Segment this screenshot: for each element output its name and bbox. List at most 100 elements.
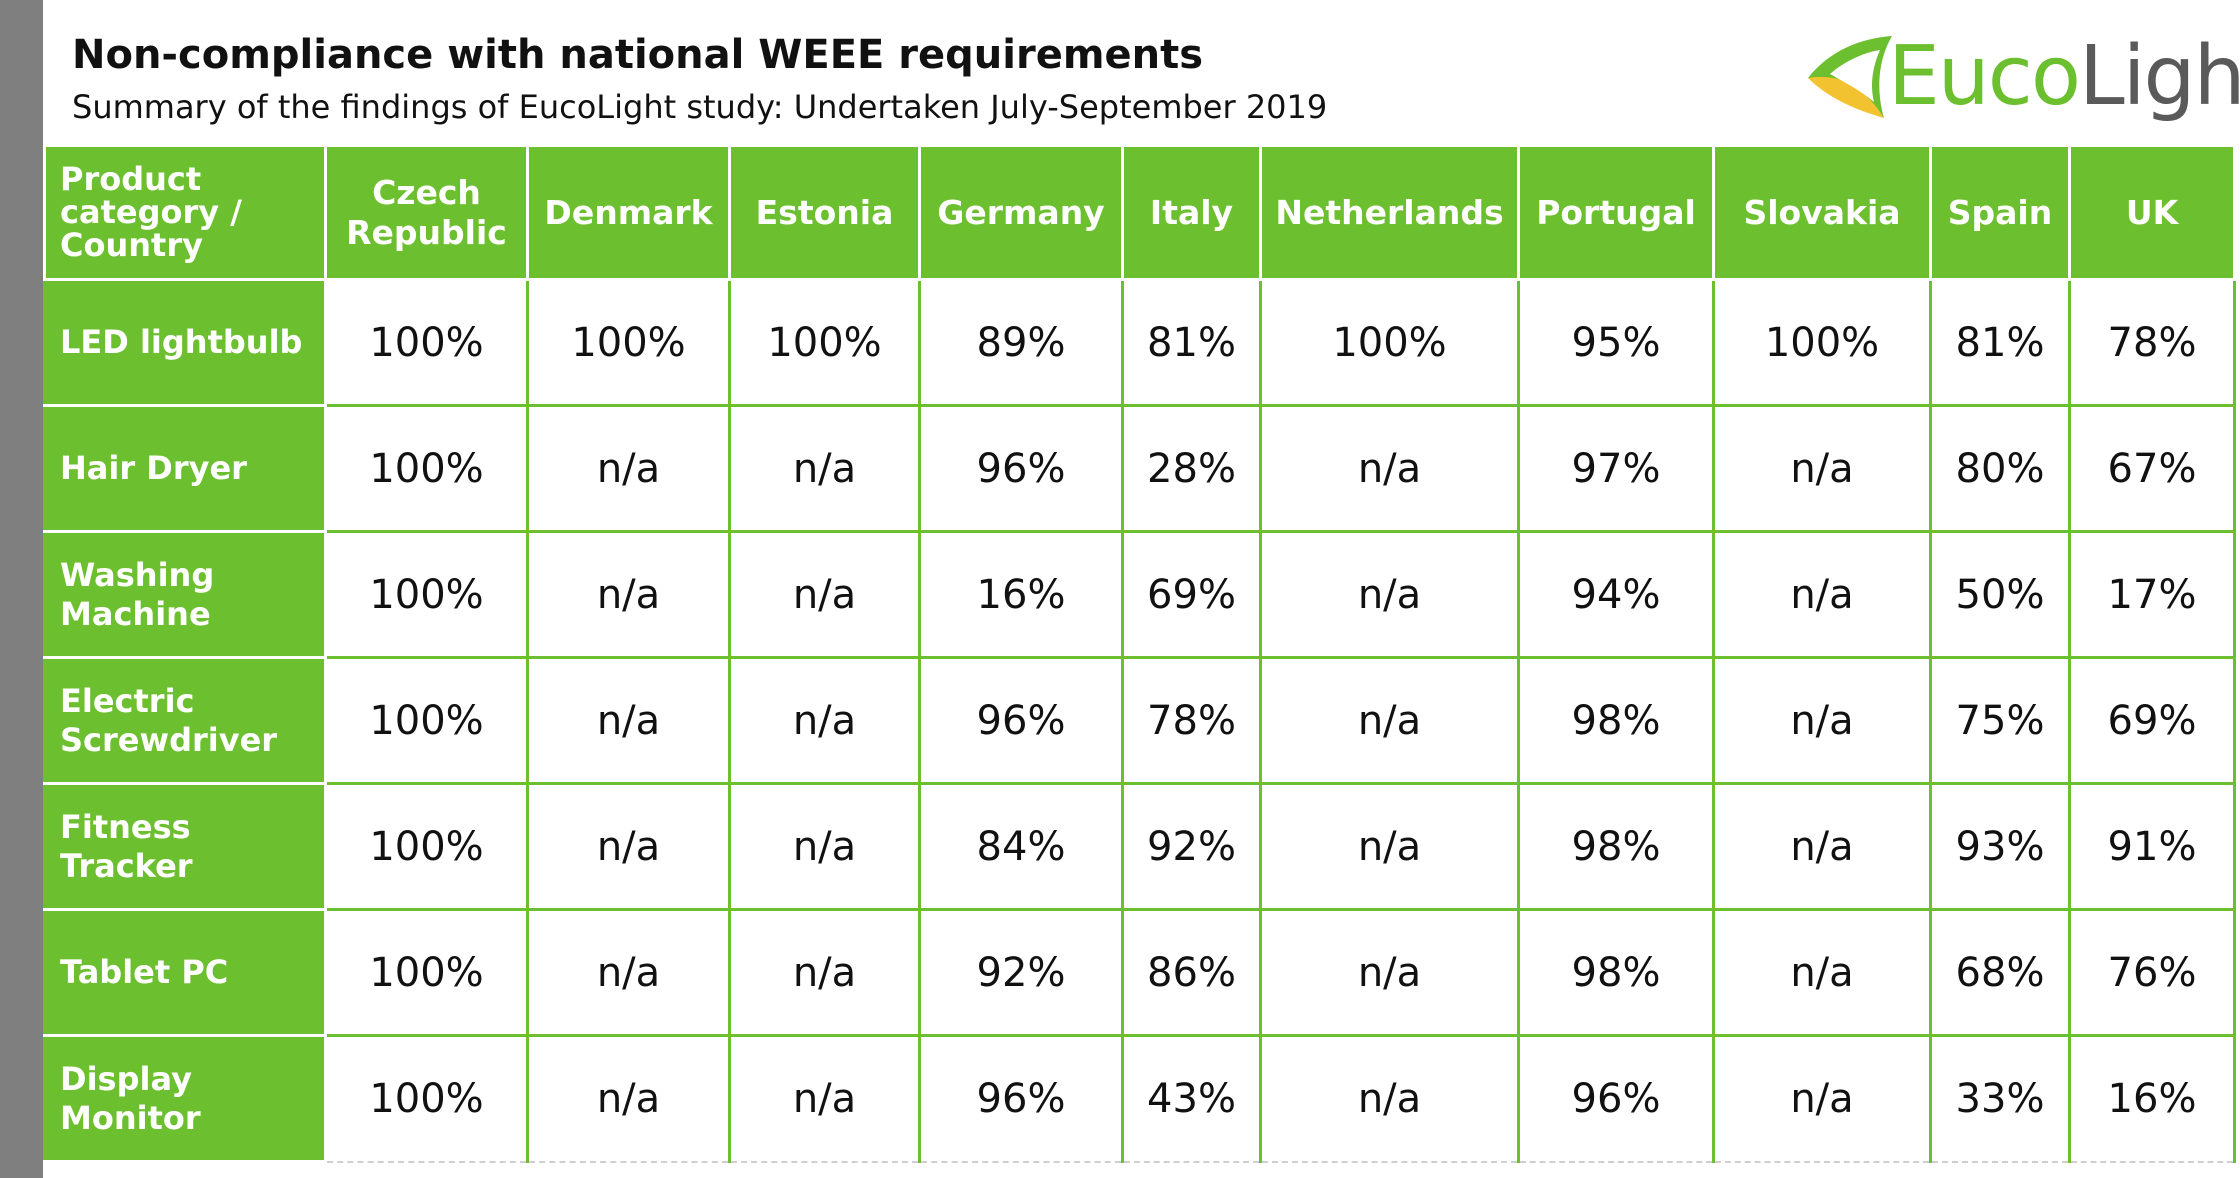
row-header: LED lightbulb [43, 278, 327, 407]
table-cell: 16% [918, 530, 1124, 659]
table-cell: n/a [1259, 404, 1520, 533]
column-header: Germany [918, 144, 1124, 281]
table-cell: 100% [324, 404, 529, 533]
table-cell: 81% [1929, 278, 2071, 407]
left-accent-bar [0, 0, 43, 1178]
page-title: Non-compliance with national WEEE requir… [72, 32, 1204, 78]
table-cell: 86% [1121, 908, 1262, 1037]
table-cell: 78% [2068, 278, 2236, 407]
table-cell: n/a [728, 782, 921, 911]
column-header: Denmark [526, 144, 731, 281]
table-row: Tablet PC 100% n/a n/a 92% 86% n/a 98% n… [43, 908, 2236, 1037]
table-cell: 100% [526, 278, 731, 407]
table-row: LED lightbulb 100% 100% 100% 89% 81% 100… [43, 278, 2236, 407]
table-cell: 76% [2068, 908, 2236, 1037]
logo-text-light: Light [2079, 29, 2240, 124]
table-cell: 93% [1929, 782, 2071, 911]
table-cell: n/a [526, 656, 731, 785]
page-subtitle: Summary of the findings of EucoLight stu… [72, 88, 1328, 126]
column-header: Estonia [728, 144, 921, 281]
table-cell: 98% [1517, 908, 1715, 1037]
table-cell: 80% [1929, 404, 2071, 533]
table-row: Electric Screwdriver 100% n/a n/a 96% 78… [43, 656, 2236, 785]
table-cell: n/a [1259, 782, 1520, 911]
table-cell: 97% [1517, 404, 1715, 533]
table-header-row: Product category / Country Czech Republi… [43, 144, 2236, 281]
table-cell: 96% [1517, 1034, 1715, 1163]
table-row: Washing Machine 100% n/a n/a 16% 69% n/a… [43, 530, 2236, 659]
table-cell: 67% [2068, 404, 2236, 533]
table-cell: n/a [1712, 404, 1932, 533]
table-cell: 81% [1121, 278, 1262, 407]
corner-header: Product category / Country [43, 144, 327, 281]
table-cell: n/a [526, 530, 731, 659]
table-cell: 100% [1259, 278, 1520, 407]
column-header: Spain [1929, 144, 2071, 281]
table-cell: 91% [2068, 782, 2236, 911]
table-cell: n/a [1259, 530, 1520, 659]
column-header: Italy [1121, 144, 1262, 281]
table-cell: n/a [1712, 530, 1932, 659]
table-cell: 100% [324, 908, 529, 1037]
row-header: Fitness Tracker [43, 782, 327, 911]
table-row: Hair Dryer 100% n/a n/a 96% 28% n/a 97% … [43, 404, 2236, 533]
table-cell: 100% [324, 782, 529, 911]
row-header: Display Monitor [43, 1034, 327, 1163]
table-cell: 100% [1712, 278, 1932, 407]
table-cell: n/a [728, 530, 921, 659]
table-cell: n/a [1712, 1034, 1932, 1163]
table-cell: 100% [324, 278, 529, 407]
table-cell: 68% [1929, 908, 2071, 1037]
table-cell: 92% [1121, 782, 1262, 911]
column-header: Portugal [1517, 144, 1715, 281]
table-row: Display Monitor 100% n/a n/a 96% 43% n/a… [43, 1034, 2236, 1163]
table-cell: n/a [728, 908, 921, 1037]
table-cell: 75% [1929, 656, 2071, 785]
column-header: UK [2068, 144, 2236, 281]
table-cell: 98% [1517, 782, 1715, 911]
table-cell: 16% [2068, 1034, 2236, 1163]
table-cell: 100% [324, 1034, 529, 1163]
table-cell: 92% [918, 908, 1124, 1037]
table-cell: n/a [1259, 1034, 1520, 1163]
table-cell: 96% [918, 404, 1124, 533]
column-header: Slovakia [1712, 144, 1932, 281]
table-cell: 100% [324, 530, 529, 659]
table-cell: 43% [1121, 1034, 1262, 1163]
row-header: Hair Dryer [43, 404, 327, 533]
row-header: Electric Screwdriver [43, 656, 327, 785]
table-cell: 94% [1517, 530, 1715, 659]
table-cell: 69% [1121, 530, 1262, 659]
table-cell: n/a [526, 782, 731, 911]
table-cell: 33% [1929, 1034, 2071, 1163]
table-cell: 78% [1121, 656, 1262, 785]
table-cell: n/a [728, 1034, 921, 1163]
column-header: Netherlands [1259, 144, 1520, 281]
table-cell: n/a [1712, 656, 1932, 785]
table-cell: n/a [728, 656, 921, 785]
compliance-table: Product category / Country Czech Republi… [43, 144, 2236, 1163]
table-cell: 69% [2068, 656, 2236, 785]
table-cell: 17% [2068, 530, 2236, 659]
logo-text-euco: Euco [1888, 29, 2081, 124]
eucolight-logo: EucoLight [1800, 28, 2240, 128]
table-cell: n/a [526, 404, 731, 533]
table-cell: n/a [1712, 782, 1932, 911]
row-header: Tablet PC [43, 908, 327, 1037]
table-cell: 100% [324, 656, 529, 785]
table-cell: 98% [1517, 656, 1715, 785]
table-cell: 50% [1929, 530, 2071, 659]
table-cell: 100% [728, 278, 921, 407]
table-cell: n/a [526, 908, 731, 1037]
table-cell: 89% [918, 278, 1124, 407]
table-cell: n/a [1259, 908, 1520, 1037]
table-cell: n/a [1712, 908, 1932, 1037]
table-cell: 96% [918, 656, 1124, 785]
table-cell: 84% [918, 782, 1124, 911]
eucolight-leaf-logo-icon [1808, 36, 1892, 118]
table-cell: n/a [728, 404, 921, 533]
table-cell: 28% [1121, 404, 1262, 533]
table-cell: n/a [1259, 656, 1520, 785]
column-header: Czech Republic [324, 144, 529, 281]
table-row: Fitness Tracker 100% n/a n/a 84% 92% n/a… [43, 782, 2236, 911]
